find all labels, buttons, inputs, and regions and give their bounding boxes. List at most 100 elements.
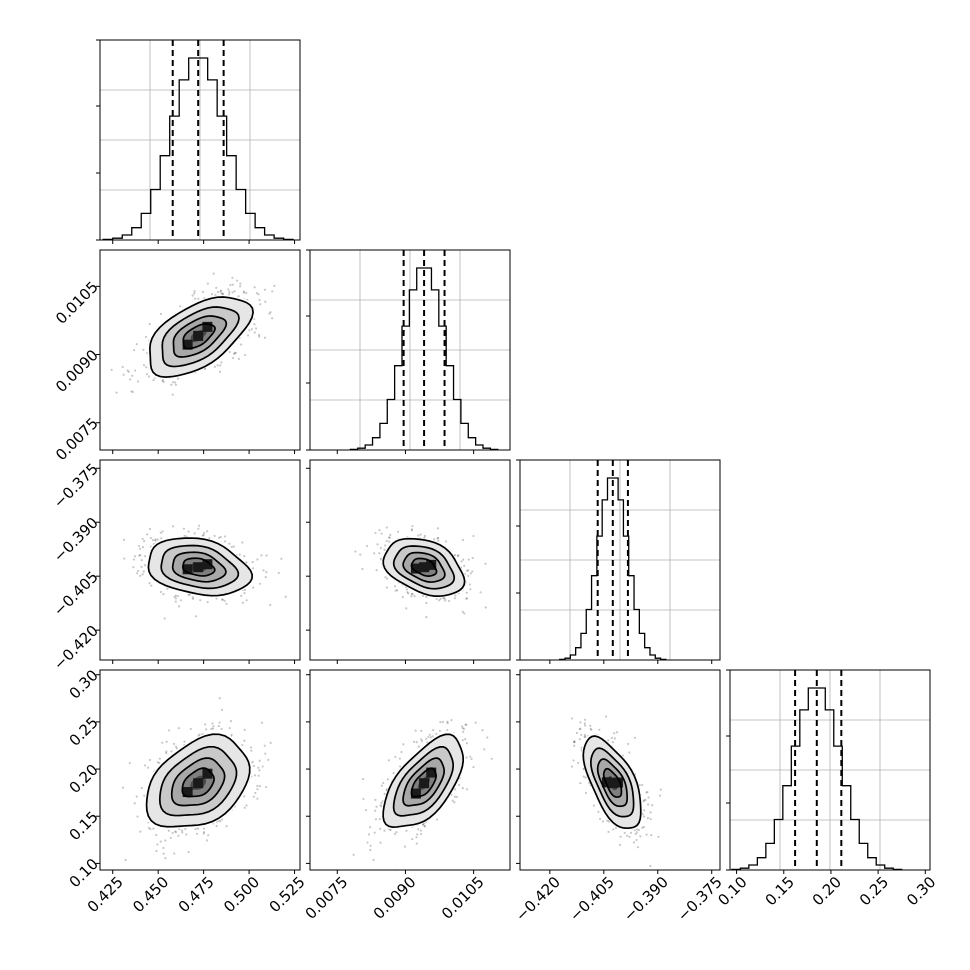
scatter-point	[177, 727, 180, 730]
scatter-point	[635, 831, 638, 834]
scatter-point	[219, 289, 223, 292]
y-tick-label: 0.0105	[52, 278, 102, 328]
scatter-point	[155, 849, 158, 853]
scatter-point	[223, 540, 227, 543]
scatter-point	[171, 381, 175, 384]
scatter-point	[613, 737, 616, 740]
scatter-point	[210, 293, 214, 296]
scatter-point	[641, 826, 644, 829]
scatter-point	[221, 292, 224, 295]
scatter-point	[412, 740, 416, 743]
scatter-point	[206, 282, 209, 285]
scatter-point	[141, 537, 144, 540]
scatter-point	[364, 809, 368, 812]
y-tick-label: 0.25	[66, 713, 102, 749]
scatter-panel	[96, 669, 301, 874]
scatter-point	[392, 772, 395, 775]
scatter-point	[383, 792, 386, 795]
scatter-point	[132, 349, 136, 352]
contour-line	[410, 557, 438, 577]
scatter-point	[486, 736, 489, 739]
scatter-point	[230, 545, 233, 549]
scatter-point	[233, 290, 236, 293]
panel-frame	[99, 39, 301, 241]
scatter-point	[197, 827, 200, 830]
scatter-point	[646, 817, 650, 820]
scatter-point	[254, 791, 257, 795]
contour-line	[170, 757, 226, 807]
scatter-point	[454, 553, 457, 557]
scatter-point	[249, 746, 253, 749]
scatter-point	[237, 357, 241, 361]
scatter-point	[187, 594, 190, 597]
scatter-point	[465, 723, 468, 726]
scatter-point	[573, 744, 576, 747]
panel-frame	[309, 459, 511, 661]
scatter-point	[484, 562, 487, 565]
scatter-point	[174, 830, 177, 833]
scatter-point	[626, 834, 629, 837]
density-core	[182, 339, 193, 350]
scatter-point	[162, 593, 165, 596]
scatter-point	[423, 825, 426, 828]
scatter-point	[425, 595, 428, 599]
scatter-point	[223, 599, 226, 602]
scatter-point	[589, 727, 592, 730]
scatter-point	[658, 794, 662, 797]
scatter-point	[376, 543, 379, 546]
density-core	[419, 778, 430, 789]
scatter-point	[162, 852, 165, 855]
scatter-point	[438, 729, 442, 733]
scatter-point	[483, 748, 486, 751]
scatter-point	[367, 833, 371, 836]
scatter-point	[159, 312, 163, 316]
scatter-panel	[96, 459, 301, 664]
scatter-point	[194, 828, 197, 831]
scatter-point	[171, 393, 174, 396]
x-tick-label: 0.500	[220, 873, 263, 916]
scatter-point	[650, 804, 654, 807]
scatter-point	[437, 537, 440, 540]
scatter-point	[598, 817, 602, 821]
scatter-point	[123, 557, 126, 560]
scatter-point	[246, 334, 250, 337]
scatter-point	[231, 356, 235, 360]
scatter-point	[378, 552, 381, 555]
scatter-point	[179, 599, 183, 602]
scatter-point	[427, 735, 430, 739]
scatter-point	[263, 288, 267, 291]
scatter-point	[638, 784, 641, 787]
contour-line	[182, 557, 216, 577]
scatter-point	[143, 555, 147, 558]
scatter-point	[621, 754, 624, 757]
scatter-point	[277, 571, 280, 574]
scatter-point	[203, 531, 206, 535]
y-tick-label: 0.10	[66, 855, 102, 891]
scatter-point	[133, 802, 136, 805]
scatter-point	[231, 276, 234, 279]
scatter-point	[584, 791, 588, 795]
scatter-point	[219, 290, 222, 293]
scatter-point	[414, 729, 417, 732]
scatter-point	[257, 293, 260, 296]
scatter-point	[436, 527, 439, 530]
scatter-point	[598, 728, 601, 731]
scatter-point	[143, 764, 147, 767]
scatter-point	[217, 724, 221, 728]
scatter-point	[265, 570, 268, 574]
scatter-point	[253, 331, 256, 334]
density-core	[426, 559, 437, 570]
scatter-point	[453, 788, 457, 791]
scatter-point	[164, 857, 167, 860]
scatter-point	[405, 607, 408, 610]
scatter-point	[479, 591, 482, 594]
scatter-point	[417, 828, 420, 831]
scatter-point	[465, 756, 468, 759]
scatter-point	[402, 743, 405, 746]
scatter-point	[139, 830, 142, 833]
scatter-point	[256, 797, 259, 800]
scatter-point	[411, 837, 414, 841]
contour-line	[402, 551, 446, 583]
scatter-point	[156, 843, 159, 846]
histogram-step	[559, 477, 667, 661]
